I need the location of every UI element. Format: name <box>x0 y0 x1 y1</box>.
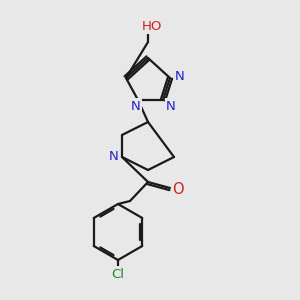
Text: N: N <box>109 151 119 164</box>
Text: O: O <box>172 182 184 197</box>
Text: N: N <box>175 70 185 83</box>
Text: N: N <box>131 100 141 112</box>
Text: Cl: Cl <box>112 268 124 281</box>
Text: N: N <box>166 100 176 112</box>
Text: HO: HO <box>142 20 162 32</box>
